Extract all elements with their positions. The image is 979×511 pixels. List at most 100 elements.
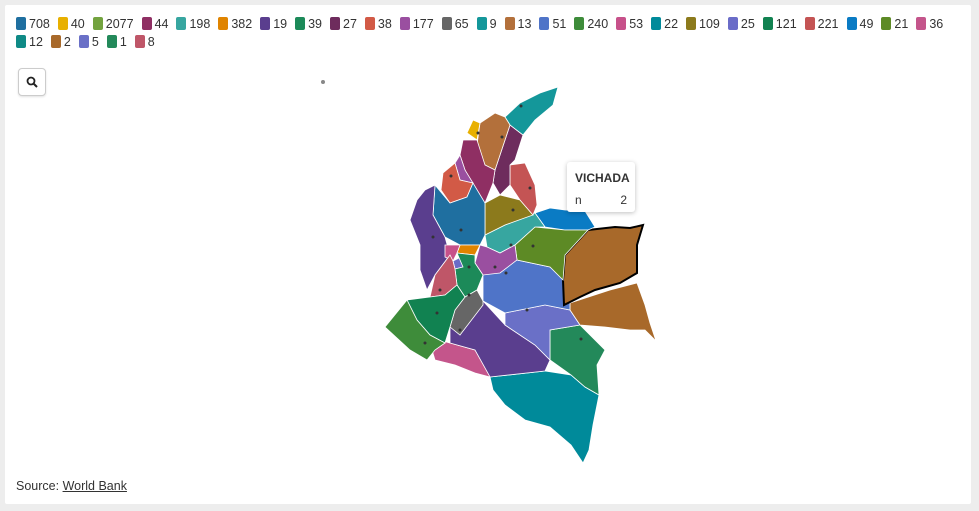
- legend-swatch: [218, 17, 229, 30]
- legend-item[interactable]: 40: [57, 15, 85, 33]
- legend-swatch: [141, 17, 152, 30]
- legend-swatch: [651, 17, 662, 30]
- legend-item[interactable]: 1: [106, 33, 127, 51]
- legend-swatch: [16, 35, 26, 48]
- source-link[interactable]: World Bank: [62, 479, 127, 493]
- legend-label: 9: [489, 17, 497, 31]
- legend-item[interactable]: 13: [504, 15, 532, 33]
- legend-item[interactable]: 2: [50, 33, 71, 51]
- legend-swatch: [441, 17, 452, 30]
- legend-label: 221: [817, 17, 839, 31]
- region-san-andres[interactable]: [321, 80, 325, 84]
- legend-item[interactable]: 25: [727, 15, 755, 33]
- legend-item[interactable]: 109: [686, 15, 720, 33]
- legend-item[interactable]: 22: [651, 15, 678, 33]
- legend-swatch: [92, 17, 103, 30]
- region-guajira[interactable]: [504, 86, 559, 136]
- legend-item[interactable]: 708: [16, 15, 50, 33]
- legend-item[interactable]: 240: [574, 15, 608, 33]
- legend-item[interactable]: 8: [134, 33, 155, 51]
- region-vaupes[interactable]: [549, 324, 606, 396]
- legend-label: 44: [154, 17, 169, 31]
- legend-swatch: [364, 17, 375, 30]
- legend-swatch: [399, 17, 410, 30]
- search-button[interactable]: [18, 68, 46, 96]
- legend-label: 38: [377, 17, 392, 31]
- tooltip-title: VICHADA: [575, 171, 630, 185]
- region-casanare[interactable]: [514, 226, 589, 281]
- legend-item[interactable]: 2077: [92, 15, 134, 33]
- legend-swatch: [916, 17, 927, 30]
- legend-swatch: [57, 17, 68, 30]
- legend-item[interactable]: 51: [539, 15, 566, 33]
- legend-item[interactable]: 382: [218, 15, 252, 33]
- legend-swatch: [476, 17, 487, 30]
- legend-label: 12: [29, 35, 43, 49]
- legend-swatch: [804, 17, 815, 30]
- legend-item[interactable]: 121: [762, 15, 797, 33]
- legend-label: 8: [147, 35, 155, 49]
- legend-swatch: [134, 35, 145, 48]
- region-norte-santander[interactable]: [509, 162, 538, 216]
- legend-swatch: [176, 17, 187, 30]
- legend-item[interactable]: 19: [260, 15, 287, 33]
- legend-swatch: [504, 17, 515, 30]
- legend-item[interactable]: 177: [399, 15, 434, 33]
- legend-item[interactable]: 53: [616, 15, 643, 33]
- capital-markers: [423, 104, 583, 345]
- map-card: 708 40 2077 44 198 382 19 39 27 38 177 65 9 13 51 240 53…: [5, 5, 971, 504]
- legend-item[interactable]: 12: [16, 33, 43, 51]
- legend-swatch: [16, 17, 26, 30]
- legend-swatch: [539, 17, 550, 30]
- legend-item[interactable]: 21: [881, 15, 908, 33]
- legend-item[interactable]: 65: [441, 15, 469, 33]
- legend-label: 1: [119, 35, 127, 49]
- legend-label: 177: [412, 17, 434, 31]
- legend-swatch: [762, 17, 773, 30]
- region-atlantico[interactable]: [466, 119, 481, 141]
- legend-item[interactable]: 49: [846, 15, 874, 33]
- legend-label: 22: [664, 17, 679, 31]
- legend-swatch: [574, 17, 585, 30]
- legend-label: 21: [894, 17, 909, 31]
- legend-swatch: [50, 35, 61, 48]
- legend-label: 25: [740, 17, 755, 31]
- legend-item[interactable]: 9: [476, 15, 497, 33]
- legend-item[interactable]: 221: [804, 15, 839, 33]
- legend-label: 53: [629, 17, 644, 31]
- source-note: Source: World Bank: [16, 479, 127, 493]
- legend-label: 382: [231, 17, 253, 31]
- legend-label: 36: [929, 17, 944, 31]
- legend-label: 65: [454, 17, 469, 31]
- legend-swatch: [78, 35, 89, 48]
- tooltip-key: n: [575, 193, 582, 207]
- legend-item[interactable]: 44: [141, 15, 169, 33]
- legend-item[interactable]: 39: [295, 15, 322, 33]
- legend-swatch: [295, 17, 306, 30]
- legend-swatch: [881, 17, 892, 30]
- region-tooltip: VICHADA n 2: [567, 162, 635, 212]
- source-prefix: Source:: [16, 479, 63, 493]
- region-guainia[interactable]: [569, 282, 657, 342]
- legend-item[interactable]: 198: [176, 15, 210, 33]
- region-caqueta[interactable]: [449, 300, 551, 378]
- legend-label: 240: [587, 17, 609, 31]
- search-icon: [26, 76, 38, 88]
- legend: 708 40 2077 44 198 382 19 39 27 38 177 65 9 13 51 240 53…: [16, 15, 956, 51]
- legend-label: 109: [699, 17, 720, 31]
- legend-swatch: [686, 17, 697, 30]
- legend-label: 13: [517, 17, 532, 31]
- legend-label: 121: [775, 17, 797, 31]
- region-narino[interactable]: [384, 299, 446, 361]
- region-arauca[interactable]: [534, 207, 596, 231]
- legend-swatch: [106, 35, 117, 48]
- legend-item[interactable]: 38: [364, 15, 392, 33]
- legend-swatch: [260, 17, 271, 30]
- legend-swatch: [330, 17, 341, 30]
- legend-label: 2: [63, 35, 71, 49]
- colombia-map[interactable]: [5, 5, 971, 504]
- legend-item[interactable]: 5: [78, 33, 99, 51]
- legend-item[interactable]: 27: [330, 15, 357, 33]
- legend-label: 49: [859, 17, 874, 31]
- legend-item[interactable]: 36: [916, 15, 943, 33]
